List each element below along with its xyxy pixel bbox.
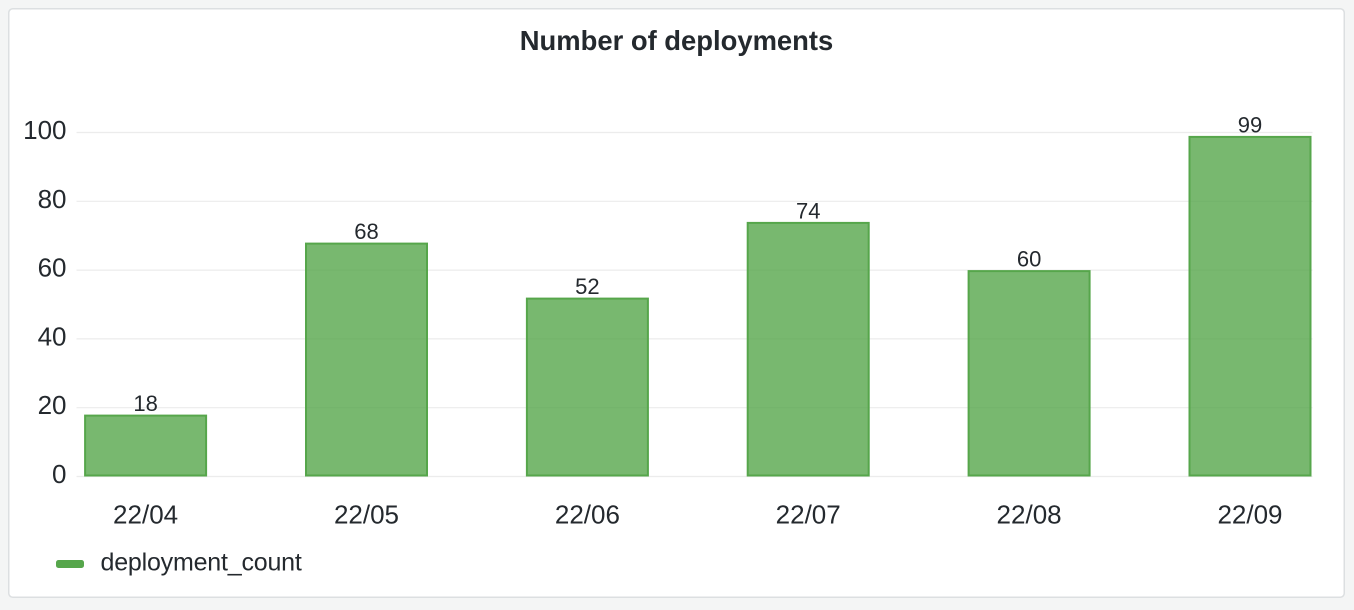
svg-text:22/04: 22/04: [113, 500, 178, 530]
svg-text:40: 40: [38, 321, 67, 351]
svg-text:60: 60: [38, 253, 67, 283]
svg-text:22/05: 22/05: [334, 500, 399, 530]
svg-text:0: 0: [52, 459, 66, 489]
svg-text:60: 60: [1017, 247, 1041, 272]
svg-text:99: 99: [1238, 112, 1262, 137]
svg-text:deployment_count: deployment_count: [101, 549, 302, 577]
svg-text:20: 20: [38, 390, 67, 420]
svg-text:52: 52: [575, 274, 599, 299]
svg-text:80: 80: [38, 184, 67, 214]
svg-text:22/09: 22/09: [1217, 500, 1282, 530]
svg-text:68: 68: [354, 219, 378, 244]
svg-text:22/06: 22/06: [555, 500, 620, 530]
svg-text:22/07: 22/07: [776, 500, 841, 530]
svg-text:Number of deployments: Number of deployments: [520, 25, 834, 56]
svg-text:18: 18: [133, 391, 157, 416]
svg-text:74: 74: [796, 198, 820, 223]
svg-text:100: 100: [23, 115, 66, 145]
svg-text:22/08: 22/08: [997, 500, 1062, 530]
